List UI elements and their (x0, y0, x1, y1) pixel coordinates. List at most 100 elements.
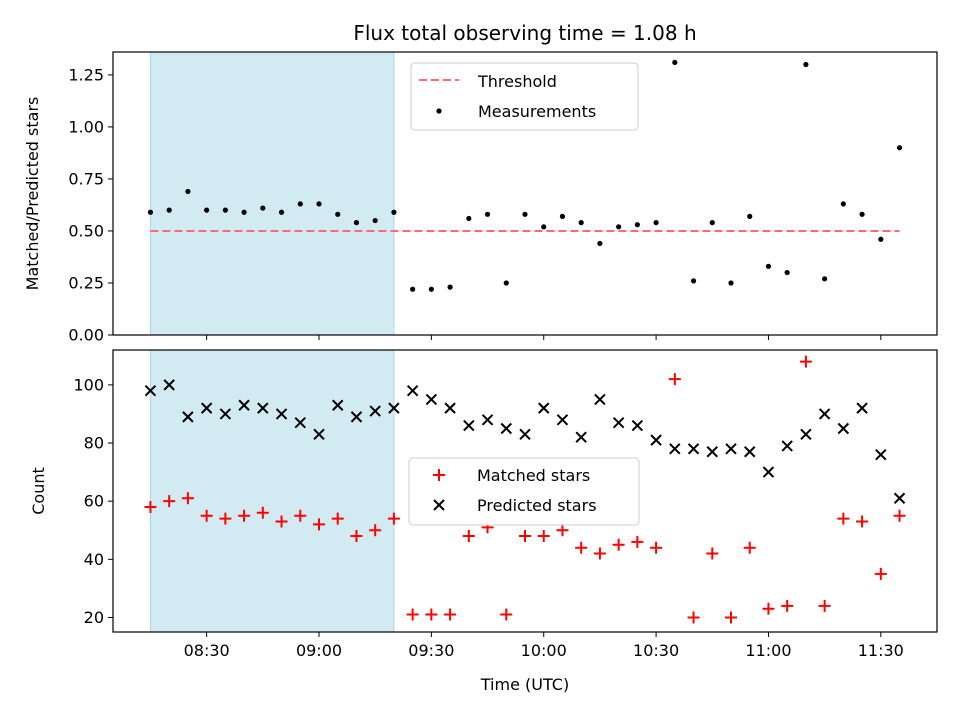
measurement-point (616, 224, 622, 230)
matched-star-point (425, 608, 438, 621)
matched-star-point (200, 509, 213, 522)
x-tick-label: 09:30 (408, 641, 454, 660)
y-tick-label: 20 (84, 608, 104, 627)
predicted-star-point (744, 446, 756, 458)
x-tick-label: 10:30 (633, 641, 679, 660)
predicted-star-point (538, 402, 550, 414)
y-tick-label: 1.00 (68, 117, 104, 136)
matched-star-point (556, 524, 569, 537)
predicted-star-point (781, 440, 793, 452)
measurement-point (747, 213, 753, 219)
measurement-point (522, 211, 528, 217)
x-tick-label: 11:30 (858, 641, 904, 660)
predicted-star-point (725, 443, 737, 455)
matched-star-point (893, 509, 906, 522)
predicted-star-point (687, 443, 700, 455)
plot-frame (112, 51, 938, 336)
matched-star-point (706, 547, 719, 560)
matched-star-point (462, 530, 475, 543)
matched-star-point (781, 599, 794, 612)
measurement-point (765, 263, 772, 269)
predicted-star-point (481, 414, 494, 426)
x-axis-title: Time (UTC) (480, 675, 569, 694)
matched-star-point (837, 512, 850, 525)
measurement-point (541, 224, 547, 230)
measurement-point (822, 276, 828, 282)
measurement-point (559, 213, 566, 219)
measurement-point (410, 286, 416, 292)
plot-frame (112, 349, 938, 633)
matched-star-point (294, 509, 307, 522)
legend-threshold-label: Threshold (477, 72, 557, 91)
predicted-star-point (238, 399, 250, 411)
matched-star-point (331, 512, 344, 525)
matched-star-point (575, 541, 588, 554)
matched-star-point (650, 541, 663, 554)
x-tick-label: 11:00 (745, 641, 791, 660)
measurement-point (447, 284, 453, 290)
y-tick-label: 0.00 (68, 326, 104, 345)
measurement-point (503, 280, 509, 286)
predicted-star-point (200, 402, 213, 414)
y-tick-label: 80 (84, 434, 104, 453)
measurement-point (428, 286, 434, 292)
matched-star-point (369, 524, 382, 537)
measurement-point (859, 211, 865, 217)
ratio-panel: 0.00 0.25 0.50 0.75 1.00 1.25 Matched/Predicte… (23, 51, 938, 345)
matched-star-point (256, 506, 269, 519)
predicted-star-point (219, 408, 232, 420)
predicted-star-point (612, 416, 625, 429)
y-tick-label: 0.75 (68, 169, 104, 188)
matched-star-point (818, 599, 831, 612)
predicted-star-point (818, 408, 831, 420)
matched-star-point (275, 515, 288, 528)
predicted-star-point (406, 384, 419, 397)
matched-star-point (219, 512, 232, 525)
predicted-star-point (163, 379, 175, 391)
predicted-star-point (463, 419, 475, 432)
predicted-star-point (575, 431, 587, 443)
measurement-point (391, 209, 397, 215)
measurement-point (335, 211, 341, 217)
y-tick-label: 0.50 (68, 221, 104, 240)
legend-measurement-swatch (436, 108, 442, 114)
legend: Matched stars Predicted stars (408, 457, 640, 526)
measurement-point (147, 209, 154, 215)
predicted-star-point (706, 446, 718, 458)
measurement-point (653, 220, 659, 226)
predicted-star-point (500, 422, 512, 435)
predicted-star-point (182, 411, 194, 423)
predicted-star-point (519, 428, 531, 441)
series-1 (144, 379, 906, 504)
predicted-star-point (425, 393, 438, 406)
predicted-star-point (650, 434, 662, 446)
measurement-point (466, 215, 472, 222)
predicted-star-point (313, 428, 325, 441)
predicted-star-point (144, 384, 157, 397)
predicted-star-point (369, 405, 381, 417)
matched-star-point (519, 530, 531, 543)
legend-predicted-swatch (433, 499, 445, 511)
y-tick-label: 100 (73, 375, 104, 394)
matched-star-point (500, 608, 513, 621)
measurement-point (878, 236, 884, 242)
legend-predicted-label: Predicted stars (477, 496, 597, 515)
predicted-star-point (332, 399, 344, 411)
measurement-point (166, 207, 172, 213)
y-axis-title: Count (29, 467, 48, 515)
matched-star-point (762, 602, 775, 615)
matched-star-point (181, 492, 194, 505)
measurement-point (784, 269, 790, 276)
legend-box (410, 62, 639, 131)
predicted-star-point (800, 428, 812, 441)
measurement-point (578, 220, 584, 226)
matched-star-point (593, 547, 606, 560)
matched-star-point (631, 535, 644, 548)
measurement-point (484, 211, 491, 217)
matched-star-point (163, 495, 176, 508)
legend: Threshold Measurements (410, 62, 639, 131)
predicted-star-point (631, 419, 644, 432)
legend-matched-label: Matched stars (477, 466, 590, 485)
predicted-star-point (893, 492, 906, 504)
predicted-star-point (762, 466, 775, 478)
